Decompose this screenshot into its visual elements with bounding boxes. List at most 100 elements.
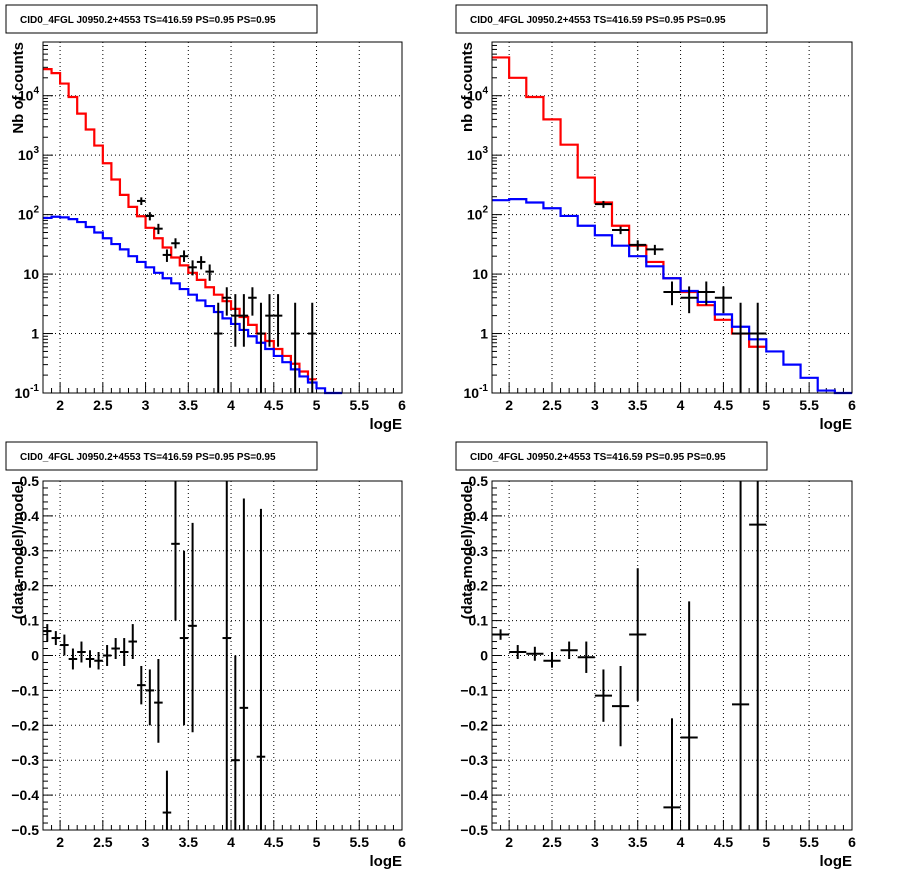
y-tick-label: 1 [31, 326, 39, 342]
y-axis-label: (data-model)/model [10, 481, 27, 619]
x-tick-label: 6 [398, 397, 406, 413]
y-tick-label: 0.1 [469, 613, 489, 629]
data-point [680, 601, 698, 830]
x-tick-label: 5.5 [350, 834, 370, 850]
y-tick-label: 104 [467, 86, 489, 104]
x-tick-label: 3.5 [628, 397, 648, 413]
chart-title-box [5, 441, 318, 471]
plot-frame [491, 480, 853, 831]
data-points [594, 200, 767, 393]
data-point [560, 641, 578, 659]
y-tick-label: 104 [18, 86, 40, 104]
chart-panel-2: CID0_4FGL J0950.2+4553 TS=416.59 PS=0.95… [455, 4, 856, 433]
x-tick-label: 3 [142, 834, 150, 850]
y-axis-label: nb of counts [459, 42, 476, 132]
y-tick-label: 0.2 [20, 578, 40, 594]
y-tick-base: 10 [23, 266, 39, 282]
y-tick-label: 0 [480, 648, 488, 664]
data-point [119, 638, 129, 666]
data-point [612, 226, 630, 235]
y-tick-label: 1 [480, 326, 488, 342]
data-point [145, 669, 155, 726]
y-tick-label: 102 [467, 205, 489, 223]
data-point [749, 481, 767, 830]
y-tick-base: 10 [467, 88, 483, 104]
data-points [492, 481, 767, 830]
data-point [646, 244, 664, 255]
data-point [594, 200, 612, 208]
y-tick-label: −0.4 [460, 787, 488, 803]
data-point [162, 249, 172, 262]
chart-title: CID0_4FGL J0950.2+4553 TS=416.59 PS=0.95… [20, 15, 276, 26]
data-point [94, 652, 103, 670]
x-tick-label: 5.5 [799, 397, 819, 413]
data-point [543, 652, 561, 668]
x-tick-label: 6 [398, 834, 406, 850]
data-point [492, 629, 510, 640]
data-point [256, 302, 266, 393]
x-tick-label: 6 [848, 397, 856, 413]
x-tick-label: 3 [591, 834, 599, 850]
data-point [171, 481, 180, 621]
data-point [248, 287, 257, 316]
data-point [231, 294, 240, 347]
data-point [307, 302, 317, 393]
step-series-blue [492, 198, 852, 395]
x-tick-label: 2 [505, 397, 513, 413]
y-tick-exponent: -1 [30, 383, 39, 394]
x-tick-label: 5.5 [350, 397, 370, 413]
x-tick-label: 4 [677, 834, 685, 850]
y-tick-label: 0.2 [469, 578, 489, 594]
chart-title-box [455, 4, 768, 34]
data-points [43, 481, 266, 830]
data-point [162, 770, 172, 830]
y-tick-exponent: 4 [33, 86, 39, 97]
x-tick-label: 3.5 [179, 834, 199, 850]
data-point [154, 658, 163, 743]
y-tick-base: 10 [467, 207, 483, 223]
data-point [732, 481, 750, 830]
y-tick-label: −0.1 [460, 682, 488, 698]
data-point [188, 522, 197, 733]
y-tick-label: 102 [18, 205, 40, 223]
x-tick-label: 2.5 [93, 834, 113, 850]
chart-panel-4: CID0_4FGL J0950.2+4553 TS=416.59 PS=0.95… [455, 441, 856, 870]
data-point [594, 669, 612, 722]
x-tick-label: 4.5 [264, 397, 284, 413]
plot-frame [42, 480, 403, 831]
y-tick-base: 10 [15, 385, 31, 401]
y-tick-label: 0.5 [20, 473, 40, 489]
data-point [697, 281, 715, 306]
data-point [732, 302, 750, 393]
data-point [714, 286, 732, 314]
data-point [629, 568, 647, 701]
y-tick-exponent: 2 [482, 205, 488, 216]
y-tick-base: 10 [467, 147, 483, 163]
grid [43, 42, 402, 393]
x-tick-label: 5 [313, 834, 321, 850]
y-tick-label: 103 [18, 145, 40, 163]
data-point [205, 264, 214, 281]
data-point [171, 238, 180, 249]
data-point [102, 645, 112, 666]
chart-title: CID0_4FGL J0950.2+4553 TS=416.59 PS=0.95… [20, 452, 276, 463]
chart-panel-1: CID0_4FGL J0950.2+4553 TS=416.59 PS=0.95… [5, 4, 406, 433]
step-series-blue [43, 215, 343, 395]
y-tick-label: −0.5 [11, 822, 39, 838]
data-point [188, 260, 197, 276]
data-points [137, 197, 317, 393]
data-point [222, 287, 232, 316]
data-point [273, 294, 283, 347]
y-tick-label: −0.2 [460, 717, 488, 733]
x-tick-label: 2.5 [93, 397, 113, 413]
data-point [680, 286, 698, 314]
data-point [51, 631, 61, 646]
step-series-red [43, 68, 317, 381]
y-tick-label: 0.3 [20, 543, 40, 559]
x-axis-label: logE [370, 853, 403, 870]
y-tick-base: 10 [464, 385, 480, 401]
data-point [663, 281, 681, 306]
grid [43, 481, 402, 830]
data-point [749, 302, 767, 393]
data-point [577, 641, 595, 673]
